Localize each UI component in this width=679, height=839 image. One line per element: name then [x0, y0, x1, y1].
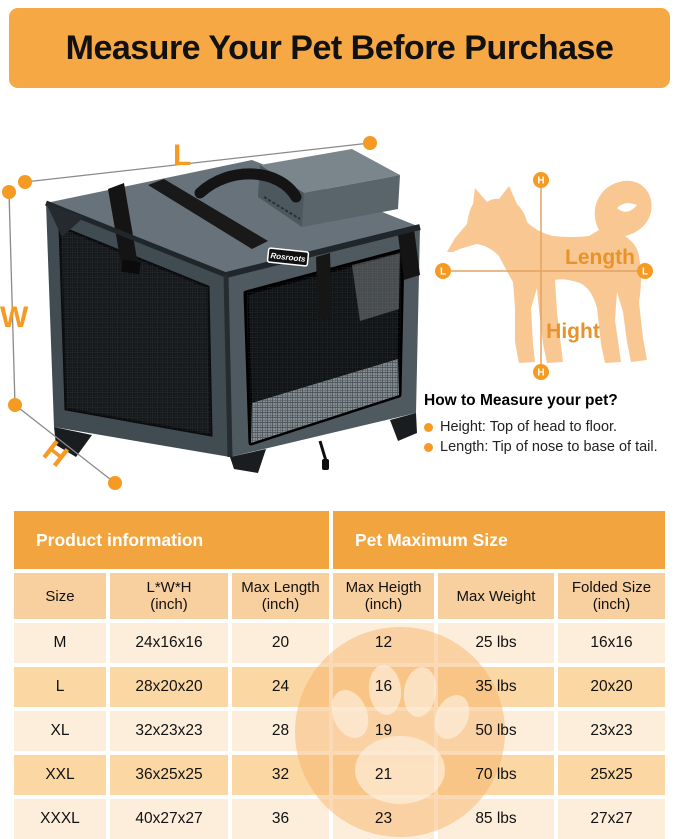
- banner: Measure Your Pet Before Purchase: [9, 8, 670, 88]
- cell-lwh: 32x23x23: [110, 711, 228, 751]
- h-marker-top: [533, 172, 549, 188]
- column-header-max-height: Max Heigth (inch): [333, 573, 434, 619]
- column-header-lwh: L*W*H (inch): [110, 573, 228, 619]
- dimension-label-w: W: [0, 301, 29, 334]
- carrier-figure: Rosroots L W H: [0, 136, 421, 490]
- cell-max-length: 24: [232, 667, 329, 707]
- l-marker-right: [637, 263, 653, 279]
- cell-max-weight: 25 lbs: [438, 623, 554, 663]
- cell-lwh: 28x20x20: [110, 667, 228, 707]
- cell-max-weight: 35 lbs: [438, 667, 554, 707]
- height-label: Hight: [546, 320, 600, 343]
- cell-size: XXL: [14, 755, 106, 795]
- width-arrow: W: [0, 185, 29, 406]
- column-header-max-length: Max Length (inch): [232, 573, 329, 619]
- h-endpoint-dot: [108, 476, 122, 490]
- cell-max-length: 36: [232, 799, 329, 839]
- cell-lwh: 40x27x27: [110, 799, 228, 839]
- carrier-photo: Rosroots: [45, 149, 421, 473]
- how-to-measure-section: How to Measure your pet? Height: Top of …: [424, 392, 676, 457]
- group-header-product-information: Product information: [14, 511, 329, 569]
- cell-max-weight: 70 lbs: [438, 755, 554, 795]
- cell-size: XXXL: [14, 799, 106, 839]
- cell-folded-size: 16x16: [558, 623, 665, 663]
- dog-silhouette: [447, 180, 652, 363]
- cell-folded-size: 20x20: [558, 667, 665, 707]
- cell-max-height: 19: [333, 711, 434, 751]
- cell-size: L: [14, 667, 106, 707]
- column-header-folded-size: Folded Size (inch): [558, 573, 665, 619]
- cell-max-weight: 85 lbs: [438, 799, 554, 839]
- h-marker-bottom: [533, 364, 549, 380]
- length-label: Length: [565, 246, 635, 269]
- cell-max-height: 23: [333, 799, 434, 839]
- l-marker-left: [435, 263, 451, 279]
- h-endpoint-dot: [8, 398, 22, 412]
- cell-max-length: 28: [232, 711, 329, 751]
- cell-lwh: 24x16x16: [110, 623, 228, 663]
- cell-max-height: 12: [333, 623, 434, 663]
- dimension-label-l: L: [173, 139, 191, 172]
- cell-max-height: 21: [333, 755, 434, 795]
- l-endpoint-dot: [18, 175, 32, 189]
- svg-text:L: L: [642, 267, 648, 278]
- measure-instructions: Height: Top of head to floor. Length: Ti…: [424, 417, 676, 457]
- l-endpoint-dot: [363, 136, 377, 150]
- cell-max-weight: 50 lbs: [438, 711, 554, 751]
- group-header-pet-maximum-size: Pet Maximum Size: [333, 511, 665, 569]
- svg-text:H: H: [537, 368, 544, 379]
- svg-text:H: H: [537, 176, 544, 187]
- w-endpoint-dot: [2, 185, 16, 199]
- cell-max-height: 16: [333, 667, 434, 707]
- svg-text:Rosroots: Rosroots: [270, 251, 306, 264]
- how-to-heading: How to Measure your pet?: [424, 392, 618, 409]
- cell-max-length: 20: [232, 623, 329, 663]
- length-arrow: L: [18, 136, 377, 189]
- brand-label: Rosroots: [266, 247, 310, 267]
- height-measure-line: H H: [533, 172, 549, 380]
- page-title: Measure Your Pet Before Purchase: [65, 28, 614, 67]
- column-header-size: Size: [14, 573, 106, 619]
- dog-measure-diagram: H H L L Length Hight: [435, 172, 653, 380]
- measure-instruction: Length: Tip of nose to base of tail.: [424, 437, 676, 457]
- cell-size: M: [14, 623, 106, 663]
- measure-instruction: Height: Top of head to floor.: [424, 417, 676, 437]
- cell-folded-size: 27x27: [558, 799, 665, 839]
- cell-lwh: 36x25x25: [110, 755, 228, 795]
- cell-size: XL: [14, 711, 106, 751]
- cell-max-length: 32: [232, 755, 329, 795]
- length-measure-line: L L: [435, 263, 653, 279]
- size-table: Product information Pet Maximum Size Siz…: [14, 511, 665, 839]
- column-header-max-weight: Max Weight: [438, 573, 554, 619]
- dog-tail-notch: [617, 203, 637, 212]
- cell-folded-size: 23x23: [558, 711, 665, 751]
- svg-text:L: L: [440, 267, 446, 278]
- cell-folded-size: 25x25: [558, 755, 665, 795]
